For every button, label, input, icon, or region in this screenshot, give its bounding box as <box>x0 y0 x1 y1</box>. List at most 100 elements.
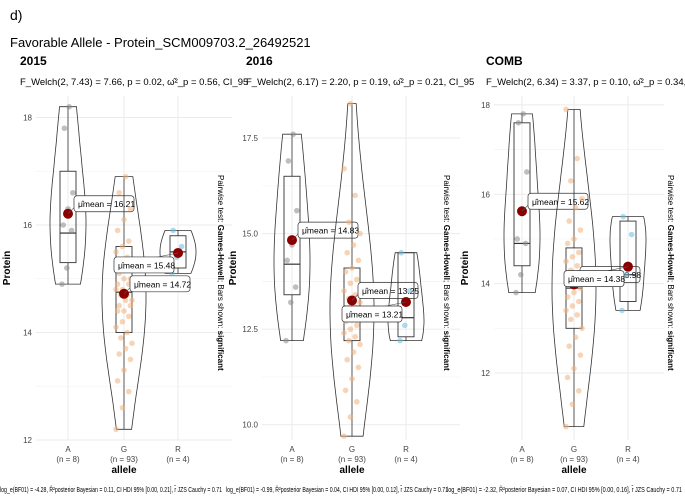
data-point-G <box>113 324 119 330</box>
data-point-G <box>352 192 359 199</box>
data-point-G <box>579 325 585 332</box>
data-point-A <box>68 227 75 234</box>
panel-letter: d) <box>10 7 22 23</box>
data-point-G <box>563 258 569 265</box>
data-point-R <box>402 322 408 329</box>
data-point-G <box>346 337 352 344</box>
box-R <box>619 220 637 302</box>
y-tick-label: 12 <box>23 436 32 445</box>
x-tick-label: A <box>289 445 295 454</box>
x-tick-label: R <box>625 445 631 454</box>
data-point-G <box>114 227 121 234</box>
violin-A <box>49 106 87 285</box>
violin-G <box>101 176 147 430</box>
data-point-G <box>113 426 119 433</box>
mean-label-box-R <box>113 256 175 274</box>
data-point-G <box>114 378 121 384</box>
mean-label-box-G <box>357 282 419 299</box>
data-point-A <box>518 271 524 278</box>
data-point-G <box>121 308 127 314</box>
data-point-G <box>119 243 126 250</box>
data-point-G <box>576 388 582 394</box>
data-point-G <box>122 173 129 180</box>
data-point-G <box>127 302 134 309</box>
mean-label-box-A <box>73 195 135 213</box>
chart-panel-2016: 2016 F_Welch(2, 6.17) = 2.20, p = 0.19, ω… <box>226 54 474 494</box>
mean-label-box-R <box>563 270 625 288</box>
stats-subtitle: F_Welch(2, 6.17) = 2.20, p = 0.19, ω̂²_p… <box>246 77 474 88</box>
y-tick-label: 14 <box>23 329 32 338</box>
x-axis-label: allele <box>561 465 586 476</box>
data-point-G <box>126 238 132 244</box>
data-point-G <box>574 155 580 162</box>
bayes-caption: log_e(BF01) = -0.99, R̂²posterior Bayesi… <box>226 485 448 494</box>
y-tick-label: 18 <box>481 101 490 110</box>
data-point-G <box>569 254 576 260</box>
box-A <box>59 170 77 264</box>
data-point-G <box>116 189 122 196</box>
chart-panel-2015: 2015 F_Welch(2, 7.43) = 7.66, p = 0.02, ω… <box>0 54 248 494</box>
data-point-R <box>619 307 625 314</box>
data-point-A <box>283 337 289 344</box>
data-point-G <box>577 227 584 233</box>
x-axis-label: allele <box>339 465 364 476</box>
data-point-R <box>178 243 185 250</box>
data-point-G <box>569 401 576 408</box>
data-point-G <box>129 340 135 347</box>
data-point-A <box>522 240 529 247</box>
data-point-G <box>349 376 355 382</box>
data-point-A <box>284 257 291 264</box>
data-point-G <box>350 242 357 248</box>
data-point-G <box>347 280 354 287</box>
data-point-G <box>571 289 577 296</box>
data-point-A <box>524 169 530 175</box>
data-point-G <box>566 218 572 224</box>
data-point-G <box>355 364 362 371</box>
y-tick-label: 16 <box>481 190 490 199</box>
x-tick-label: G <box>349 445 355 454</box>
bayes-caption: log_e(BF01) = -4.28, R̂²posterior Bayesi… <box>0 485 222 494</box>
mean-label-A: μ̂mean = 14.83 <box>302 226 359 236</box>
data-point-G <box>568 316 574 323</box>
data-point-G <box>341 433 347 439</box>
mean-label-box-R <box>341 305 403 323</box>
mean-label-A: μ̂mean = 15.62 <box>532 197 589 207</box>
data-point-G <box>571 365 577 372</box>
data-point-G <box>341 330 347 336</box>
data-point-A <box>59 281 65 287</box>
violin-A <box>273 133 311 341</box>
data-point-G <box>563 106 569 113</box>
data-point-G <box>122 297 129 304</box>
y-tick-label: 17.5 <box>242 134 258 143</box>
data-point-R <box>397 337 403 344</box>
data-point-A <box>292 284 299 290</box>
data-point-G <box>119 318 126 325</box>
panel-title: COMB <box>486 54 523 68</box>
data-point-G <box>127 356 134 363</box>
x-tick-count: (n = 4) <box>616 455 640 464</box>
data-point-G <box>116 351 122 357</box>
box-R <box>397 252 415 338</box>
data-point-G <box>355 257 362 264</box>
data-point-G <box>344 249 351 256</box>
x-tick-count: (n = 93) <box>560 455 588 464</box>
data-point-A <box>288 299 294 306</box>
mean-label-box-A <box>297 221 359 239</box>
y-axis-label: Protein <box>460 251 471 285</box>
data-point-G <box>119 404 126 411</box>
pairwise-test-note: Pairwise test: Games-Howell; Bars shown:… <box>442 175 451 371</box>
panel-title: 2015 <box>20 54 47 68</box>
data-point-G <box>114 308 121 314</box>
x-tick-count: (n = 8) <box>510 455 534 464</box>
data-point-G <box>354 276 360 283</box>
data-point-A <box>64 265 70 271</box>
data-point-A <box>60 222 66 228</box>
data-point-G <box>564 374 571 381</box>
mean-label-box-G <box>129 275 191 293</box>
data-point-G <box>113 249 119 255</box>
y-tick-label: 12.5 <box>242 325 258 334</box>
chart-panel-comb: COMB F_Welch(2, 6.34) = 3.37, p = 0.10, ω… <box>447 54 685 494</box>
data-point-G <box>114 281 121 287</box>
figure-title: Favorable Allele - Protein_SCM009703.2_2… <box>10 35 311 50</box>
y-tick-label: 16 <box>23 221 32 230</box>
